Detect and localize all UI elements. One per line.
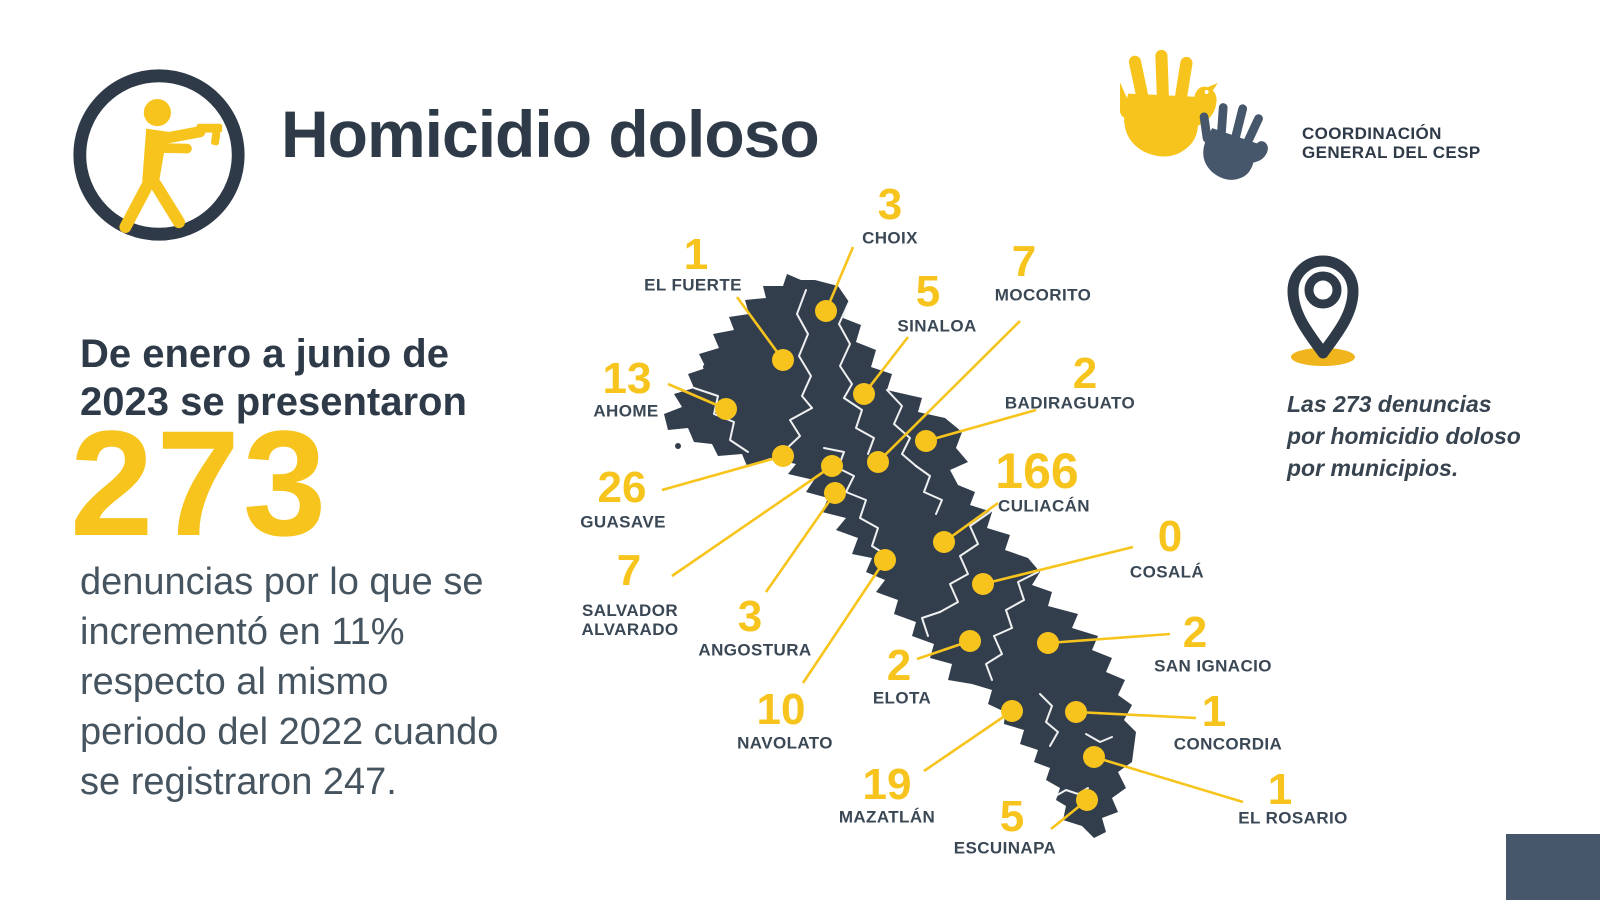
muni-value-ahome: 13 [602,354,652,403]
location-pin-icon [1287,255,1359,366]
muni-value-concordia: 1 [1201,687,1227,736]
muni-label-navolato: NAVOLATO [737,733,833,753]
leader-line-culiacan [943,501,999,544]
description-line: denuncias por lo que se [80,561,484,603]
leader-line-navolato [801,559,887,684]
map-dot-san-ignacio [1037,632,1059,654]
description-line: incrementó en 11% [80,611,405,653]
leader-line-el-rosario [1093,755,1244,804]
map-dot-el-rosario [1083,746,1105,768]
sinaloa-state-shape [664,274,1136,838]
map-dot-angostura [824,482,846,504]
map-dot-cosala [972,573,994,595]
logo-line-1: COORDINACIÓN [1302,124,1442,143]
map-dot-mocorito [867,451,889,473]
description-text: denuncias por lo que se incrementó en 11… [80,557,498,807]
note-line: por municipios. [1287,455,1459,481]
muni-value-san-ignacio: 2 [1182,608,1208,657]
leader-line-guasave [661,454,784,492]
logo-text: COORDINACIÓN GENERAL DEL CESP [1302,124,1481,162]
map-dot-elota [959,630,981,652]
map-dot-el-fuerte [772,349,794,371]
muni-label-mocorito: MOCORITO [994,285,1092,305]
map-dot-culiacan [933,531,955,553]
intro-text: De enero a junio de 2023 se presentaron [80,330,467,426]
map-dot-sinaloa [853,383,875,405]
note-line: Las 273 denuncias [1287,391,1492,417]
intro-line-1: De enero a junio de [80,332,449,376]
leader-lines-and-dots [661,246,1244,831]
map-dot-choix [815,300,837,322]
muni-label-culiacan: CULIACÁN [998,496,1090,516]
muni-value-elota: 2 [886,641,912,690]
muni-label-elota: ELOTA [872,688,932,708]
leader-line-sinaloa [862,336,910,395]
leader-line-mazatlan [923,709,1013,773]
leader-line-badiraguato [925,408,1037,443]
muni-value-guasave: 26 [597,463,647,512]
map-dot-mazatlan [1001,700,1023,722]
muni-label-escuinapa: ESCUINAPA [953,838,1057,858]
muni-value-navolato: 10 [756,685,806,734]
muni-value-salvador-alvarado: 7 [616,546,642,595]
muni-label-el-fuerte: EL FUERTE [644,275,742,295]
muni-value-mocorito: 7 [1011,237,1037,286]
note-text: Las 273 denuncias por homicidio doloso p… [1287,388,1521,484]
leader-line-angostura [764,492,837,593]
cesp-hands-logo-icon [1120,49,1268,180]
map-dot-navolato [874,549,896,571]
map-dot-badiraguato [915,430,937,452]
muni-label-guasave: GUASAVE [580,512,666,532]
map-dot-escuinapa [1076,789,1098,811]
muni-label-sinaloa: SINALOA [897,316,977,336]
page-title: Homicidio doloso [281,97,820,171]
description-line: se registraron 247. [80,761,397,803]
leader-line-salvador-alvarado [671,464,833,578]
description-line: periodo del 2022 cuando [80,711,499,753]
islet [703,364,709,370]
muni-label-choix: CHOIX [862,228,918,248]
muni-value-sinaloa: 5 [915,267,941,316]
muni-label-el-rosario: EL ROSARIO [1238,808,1348,828]
leader-line-concordia [1075,710,1197,720]
muni-value-angostura: 3 [737,592,763,641]
map-dot-guasave [772,445,794,467]
islet [714,372,720,378]
muni-label-mazatlan: MAZATLÁN [838,807,936,827]
muni-label-angostura: ANGOSTURA [698,640,812,660]
muni-label-san-ignacio: SAN IGNACIO [1154,656,1272,676]
description-line: respecto al mismo [80,661,389,703]
muni-label-concordia: CONCORDIA [1173,734,1283,754]
map-dot-ahome [715,398,737,420]
muni-label-salvador-alvarado: SALVADOR ALVARADO [581,601,679,639]
muni-value-el-fuerte: 1 [683,230,709,279]
muni-value-badiraguato: 2 [1072,349,1098,398]
leader-line-cosala [982,545,1134,586]
leader-line-choix [824,246,855,312]
corner-accent-block [1506,834,1600,900]
shooter-icon [73,69,245,241]
muni-value-el-rosario: 1 [1267,765,1293,814]
leader-line-san-ignacio [1047,632,1171,645]
islet [675,443,681,449]
map-dot-salvador-alvarado [821,455,843,477]
note-line: por homicidio doloso [1287,423,1521,449]
total-denuncias: 273 [70,399,330,567]
muni-value-escuinapa: 5 [999,792,1025,841]
leader-line-mocorito [877,320,1021,463]
muni-value-culiacan: 166 [995,443,1079,499]
intro-line-2: 2023 se presentaron [80,380,467,424]
map-dot-concordia [1065,701,1087,723]
muni-value-cosala: 0 [1157,512,1183,561]
muni-label-cosala: COSALÁ [1129,562,1205,582]
muni-value-choix: 3 [877,180,903,229]
logo-line-2: GENERAL DEL CESP [1302,143,1481,162]
muni-value-mazatlan: 19 [862,760,912,809]
muni-label-badiraguato: BADIRAGUATO [1004,393,1136,413]
leader-line-el-fuerte [735,296,785,361]
muni-label-ahome: AHOME [593,401,659,421]
